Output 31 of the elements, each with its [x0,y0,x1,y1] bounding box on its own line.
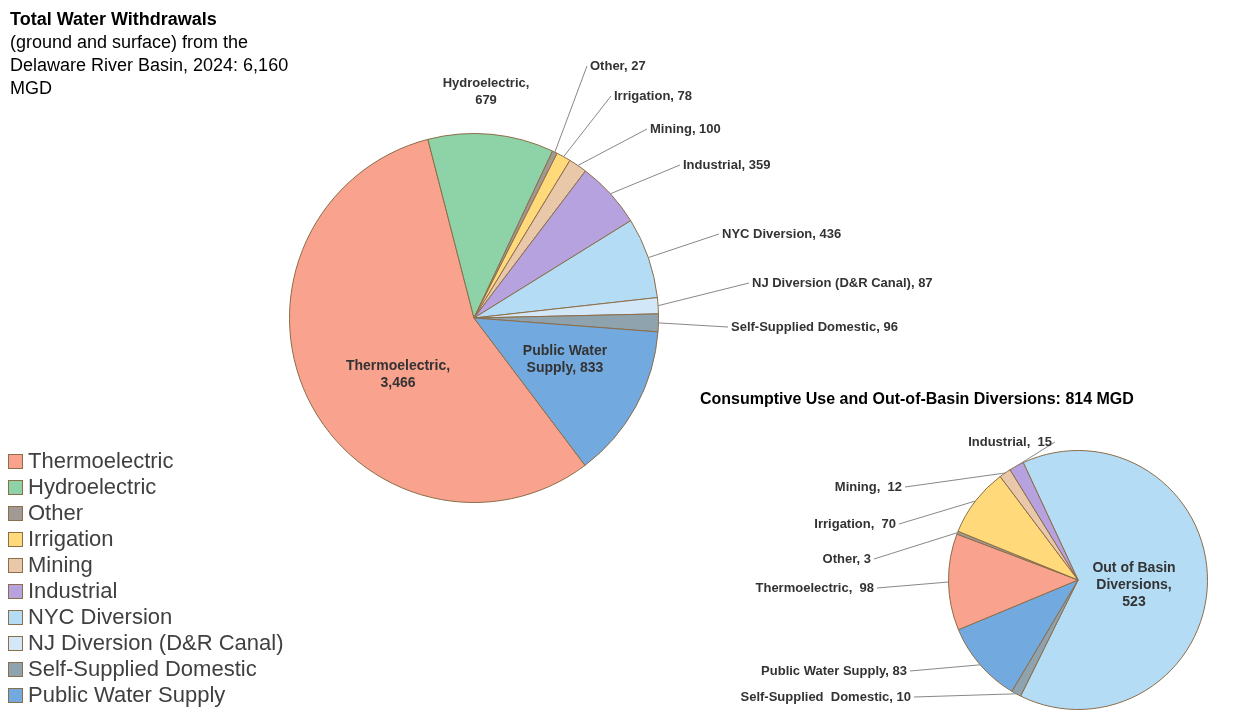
legend-label: Irrigation [28,526,114,552]
data-label: Self-Supplied Domestic, 96 [731,318,898,334]
data-label: NJ Diversion (D&R Canal), 87 [752,274,933,290]
legend-label: NJ Diversion (D&R Canal) [28,630,284,656]
data-label: Mining, 12 [834,478,902,494]
data-label: NYC Diversion, 436 [722,225,842,241]
data-label: Public Water Supply, 83 [761,662,907,678]
legend-label: Thermoelectric [28,448,174,474]
legend-label: Other [28,500,84,526]
data-label: Other, 27 [590,57,646,73]
legend-label: Industrial [28,578,118,604]
chart-title: Consumptive Use and Out-of-Basin Diversions: 814 MGD [700,390,1134,407]
data-label: Industrial, 359 [683,156,771,172]
legend-label: Hydroelectric [28,474,157,500]
data-label: Industrial, 15 [968,433,1052,449]
data-label: Thermoelectric, 98 [755,579,874,595]
data-label: Hydroelectric, 679 [442,75,530,108]
legend-label: Public Water Supply [28,682,226,708]
legend-label: Self-Supplied Domestic [28,656,257,682]
data-label: Other, 3 [822,550,871,566]
data-label: Thermoelectric, 3,466 [345,357,451,391]
data-label: Public Water Supply, 833 [522,342,608,376]
legend-label: NYC Diversion [28,604,173,630]
data-label: Irrigation, 78 [614,87,693,103]
data-label: Irrigation, 70 [814,515,896,531]
data-label: Self-Supplied Domestic, 10 [740,688,911,704]
chart-title: Total Water Withdrawals [10,9,217,29]
chart-subtitle: (ground and surface) from the Delaware River Basin, 2024: 6,160 MGD [10,32,289,98]
data-label: Out of Basin Diversions, 523 [1092,558,1176,609]
data-label: Mining, 100 [650,120,721,136]
legend-label: Mining [28,552,93,578]
